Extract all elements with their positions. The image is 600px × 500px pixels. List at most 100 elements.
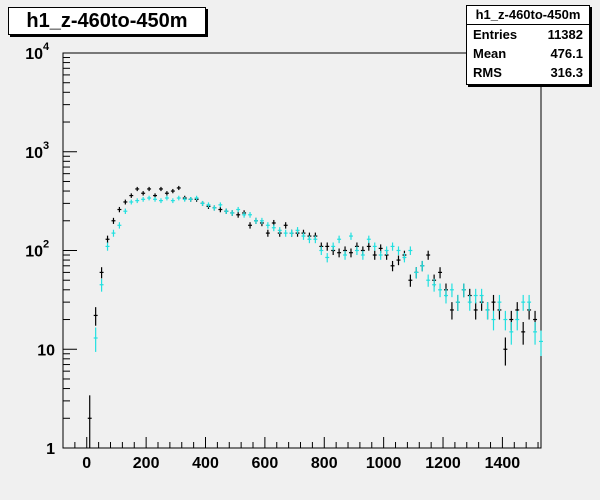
data-point bbox=[182, 196, 187, 202]
data-point bbox=[503, 337, 508, 366]
data-point bbox=[105, 235, 110, 244]
data-point bbox=[265, 229, 270, 237]
data-point bbox=[372, 242, 377, 251]
data-point bbox=[426, 274, 431, 287]
data-point bbox=[271, 224, 276, 232]
data-point bbox=[188, 196, 193, 202]
y-tick-label: 10 bbox=[25, 46, 43, 63]
data-point bbox=[283, 222, 288, 229]
stats-rms-row: RMS 316.3 bbox=[467, 63, 589, 82]
data-point bbox=[426, 250, 431, 260]
data-point bbox=[123, 199, 128, 205]
stats-mean-label: Mean bbox=[473, 46, 507, 61]
x-tick-label: 1400 bbox=[485, 455, 521, 472]
data-point bbox=[117, 206, 122, 213]
data-point bbox=[497, 294, 502, 311]
data-point bbox=[236, 212, 241, 218]
data-point bbox=[99, 278, 104, 292]
data-point bbox=[170, 188, 175, 194]
data-point bbox=[354, 246, 359, 256]
data-point bbox=[236, 206, 241, 213]
data-point bbox=[259, 217, 264, 224]
data-point bbox=[491, 294, 496, 311]
data-point bbox=[141, 191, 146, 196]
x-tick-label: 800 bbox=[311, 455, 338, 472]
y-tick-exponent: 2 bbox=[43, 239, 49, 251]
data-point bbox=[349, 232, 353, 240]
stats-rms-value: 316.3 bbox=[550, 65, 583, 80]
stats-mean-value: 476.1 bbox=[550, 46, 583, 61]
data-point bbox=[539, 330, 543, 357]
data-point bbox=[467, 294, 472, 311]
data-point bbox=[491, 310, 496, 331]
data-point bbox=[432, 278, 437, 292]
data-point bbox=[176, 185, 181, 191]
data-point bbox=[313, 235, 318, 244]
data-point bbox=[301, 232, 306, 240]
data-point bbox=[93, 327, 98, 352]
x-tick-label: 0 bbox=[82, 455, 91, 472]
data-point bbox=[521, 322, 526, 345]
stats-box: h1_z-460to-450m Entries 11382 Mean 476.1… bbox=[466, 5, 590, 85]
data-point bbox=[438, 267, 443, 279]
data-point bbox=[87, 395, 92, 448]
plot-frame bbox=[62, 52, 542, 449]
data-point bbox=[159, 198, 163, 204]
stats-title: h1_z-460to-450m bbox=[467, 6, 589, 25]
data-point bbox=[366, 242, 371, 251]
histogram-title: h1_z-460to-450m bbox=[8, 7, 206, 35]
data-point bbox=[337, 235, 342, 244]
data-point bbox=[93, 307, 98, 326]
data-point bbox=[248, 222, 253, 229]
data-point bbox=[200, 200, 205, 206]
data-point bbox=[420, 260, 425, 272]
data-point bbox=[331, 242, 336, 251]
data-point bbox=[396, 255, 401, 266]
data-point bbox=[521, 294, 526, 311]
data-point bbox=[485, 302, 490, 320]
data-point bbox=[111, 229, 116, 237]
data-point bbox=[164, 191, 169, 196]
data-point bbox=[408, 274, 413, 287]
data-point bbox=[307, 235, 312, 244]
data-point bbox=[206, 202, 211, 208]
data-point bbox=[455, 294, 460, 311]
data-point bbox=[378, 250, 383, 260]
data-point bbox=[384, 246, 389, 256]
data-point bbox=[449, 283, 454, 298]
stats-entries-value: 11382 bbox=[547, 27, 583, 42]
data-point bbox=[265, 222, 270, 229]
data-point bbox=[105, 242, 110, 251]
data-point bbox=[372, 250, 377, 260]
data-point bbox=[515, 310, 520, 331]
x-tick-label: 1200 bbox=[425, 455, 461, 472]
data-point bbox=[242, 212, 247, 218]
data-point bbox=[283, 229, 288, 237]
data-point bbox=[449, 302, 454, 320]
data-point bbox=[343, 250, 348, 260]
data-point bbox=[414, 267, 419, 279]
stats-entries-label: Entries bbox=[473, 27, 518, 42]
stats-rms-label: RMS bbox=[473, 65, 502, 80]
data-point bbox=[164, 195, 169, 201]
data-point bbox=[319, 246, 324, 256]
data-point bbox=[503, 310, 508, 331]
data-point bbox=[360, 250, 365, 260]
data-point bbox=[176, 195, 181, 201]
data-point bbox=[509, 322, 514, 345]
data-point bbox=[170, 198, 175, 204]
data-point bbox=[402, 253, 407, 263]
y-tick-label: 10 bbox=[25, 145, 43, 162]
data-point bbox=[224, 208, 229, 215]
data-point bbox=[390, 242, 395, 251]
y-tick-label: 1 bbox=[46, 441, 55, 458]
data-point bbox=[473, 288, 478, 304]
data-point bbox=[533, 322, 538, 345]
data-point bbox=[277, 227, 282, 234]
y-tick-label: 10 bbox=[37, 342, 55, 359]
data-point bbox=[194, 195, 199, 201]
data-point bbox=[390, 260, 395, 272]
data-point bbox=[141, 196, 146, 202]
y-tick-exponent: 4 bbox=[43, 41, 50, 53]
